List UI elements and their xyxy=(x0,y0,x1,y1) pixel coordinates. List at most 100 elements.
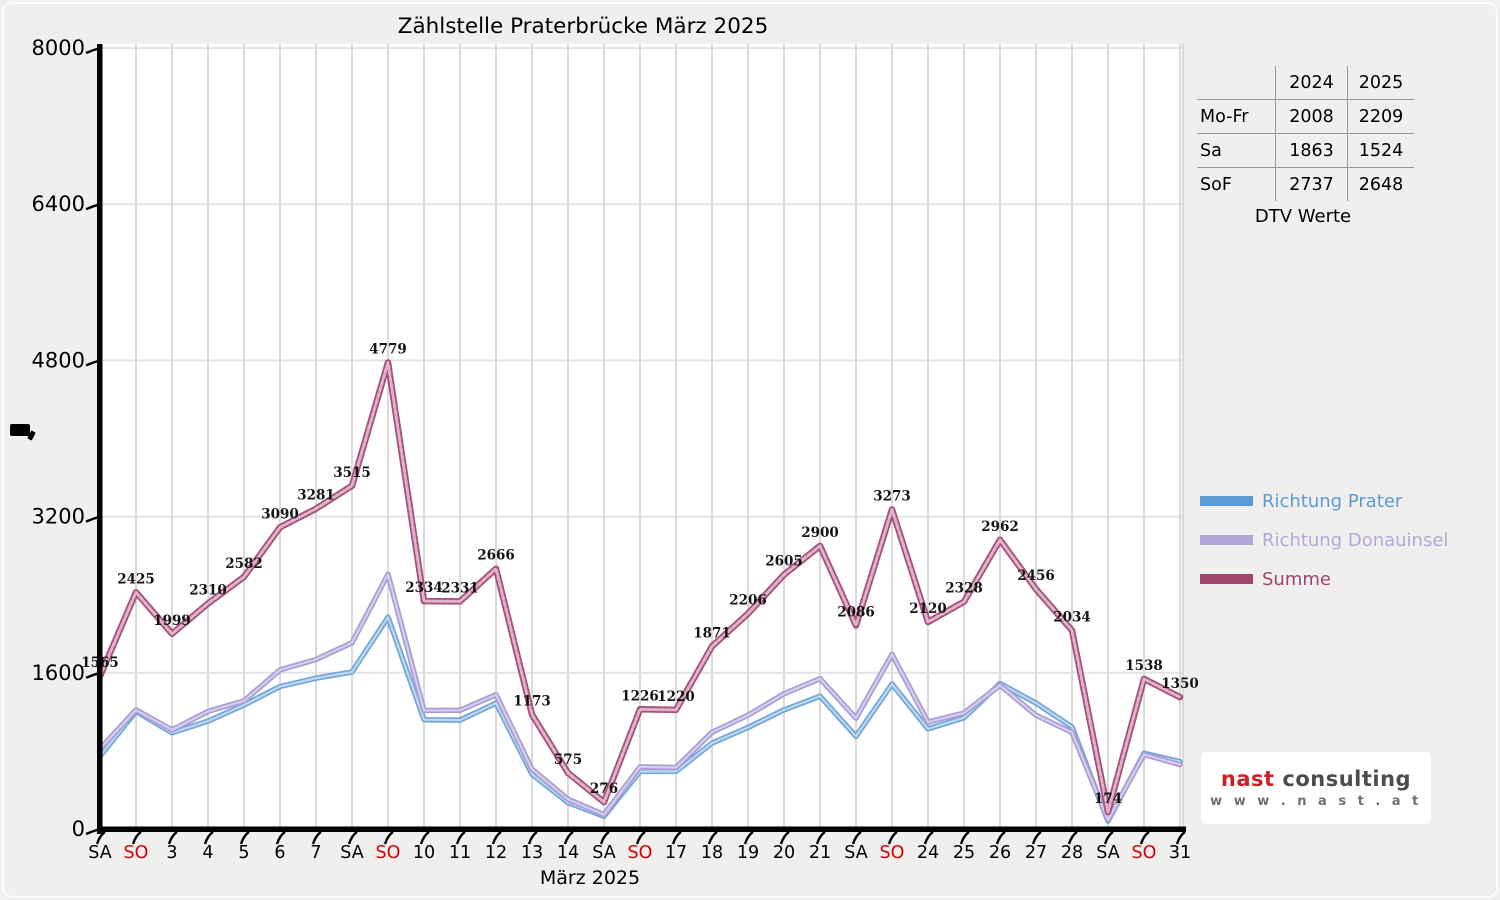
data-labels-summe: 1565242519992310258230903281351547792334… xyxy=(81,342,1199,808)
table-row: 2024 2025 xyxy=(1197,66,1414,100)
logo-brand-primary: nast xyxy=(1220,767,1275,791)
data-label: 3090 xyxy=(261,506,299,522)
data-label: 1226 xyxy=(621,688,659,704)
data-label: 1220 xyxy=(657,689,695,705)
x-tick-label: 11 xyxy=(449,843,471,863)
data-label: 2034 xyxy=(1053,609,1091,625)
data-label: 3281 xyxy=(297,488,335,504)
x-tick-label: 17 xyxy=(665,843,687,863)
cell-value: 1524 xyxy=(1347,133,1414,168)
x-tick-label: SO xyxy=(376,843,401,863)
x-tick-label: 19 xyxy=(737,843,759,863)
x-tick-label: 7 xyxy=(310,843,321,863)
table-corner-cell xyxy=(1197,66,1276,100)
x-axis-line xyxy=(97,826,1186,832)
x-tick-label: 21 xyxy=(809,843,831,863)
series-richtung-donauinsel xyxy=(97,571,1183,823)
data-label: 1871 xyxy=(693,625,731,641)
dtv-table-caption: DTV Werte xyxy=(1254,206,1352,227)
row-label: SoF xyxy=(1197,167,1276,201)
y-tick-label: 3200 xyxy=(32,505,85,529)
legend-item-richtung-donauinsel: Richtung Donauinsel xyxy=(1200,529,1449,551)
dtv-table-container: 2024 2025 Mo-Fr 2008 2209 Sa 1863 1524 S… xyxy=(1197,66,1414,227)
x-tick-label: 20 xyxy=(773,843,795,863)
legend-label: Summe xyxy=(1262,568,1331,590)
row-label: Mo-Fr xyxy=(1197,99,1276,134)
data-label: 2331 xyxy=(441,580,479,596)
legend-swatch-donauinsel xyxy=(1200,535,1253,545)
y-tick-label: 6400 xyxy=(32,192,85,216)
x-tick-label: 6 xyxy=(274,843,285,863)
x-tick-label: SA xyxy=(88,843,111,863)
data-label: 2425 xyxy=(117,571,155,587)
data-label: 2900 xyxy=(801,525,839,541)
data-label: 2962 xyxy=(981,519,1019,535)
x-tick-label: 12 xyxy=(485,843,507,863)
legend-label: Richtung Donauinsel xyxy=(1262,529,1449,551)
data-label: 1999 xyxy=(153,613,191,629)
cell-value: 2737 xyxy=(1275,167,1348,201)
data-label: 2605 xyxy=(765,554,803,570)
cell-value: 2209 xyxy=(1347,99,1414,134)
data-label: 276 xyxy=(590,781,618,797)
y-axis-title-artifact xyxy=(10,424,30,436)
nast-consulting-logo: nast consulting w w w . n a s t . a t xyxy=(1201,752,1431,824)
table-row: Mo-Fr 2008 2209 xyxy=(1197,99,1414,134)
data-label: 2328 xyxy=(945,581,983,597)
logo-brand-secondary: consulting xyxy=(1282,767,1412,791)
logo-wordmark: nast consulting xyxy=(1221,767,1411,791)
y-tick-label: 8000 xyxy=(32,36,85,60)
data-label: 1538 xyxy=(1125,658,1163,674)
x-tick-labels: SA SO 3 4 5 6 7 SA SO 10 11 12 13 14 SA SO 17 18 19 20 21 SA S… xyxy=(88,843,1191,863)
axes xyxy=(97,44,1186,834)
y-axis-line xyxy=(97,44,103,834)
x-tick-label: 24 xyxy=(917,843,939,863)
x-tick-label: SA xyxy=(340,843,363,863)
data-label: 174 xyxy=(1094,791,1122,807)
x-tick-label: SA xyxy=(592,843,615,863)
chart-title: Zählstelle Praterbrücke März 2025 xyxy=(397,14,769,39)
data-label: 2666 xyxy=(477,548,515,564)
x-tick-label: 28 xyxy=(1061,843,1083,863)
table-row: Sa 1863 1524 xyxy=(1197,133,1414,168)
x-axis-title: März 2025 xyxy=(540,867,640,889)
x-tick-label: SA xyxy=(844,843,867,863)
data-label: 575 xyxy=(554,752,582,768)
legend-swatch-summe xyxy=(1200,574,1253,584)
table-row: SoF 2737 2648 xyxy=(1197,167,1414,201)
x-tick-label: SO xyxy=(880,843,905,863)
data-label: 2582 xyxy=(225,556,263,572)
row-label: Sa xyxy=(1197,133,1276,168)
data-label: 3515 xyxy=(333,465,371,481)
y-tick-label: 0 xyxy=(72,817,85,841)
legend-label: Richtung Prater xyxy=(1262,490,1403,512)
y-tick-label: 1600 xyxy=(32,661,85,685)
data-label: 2456 xyxy=(1017,568,1055,584)
axis-ticks xyxy=(85,46,1186,845)
logo-url: w w w . n a s t . a t xyxy=(1210,794,1422,809)
x-tick-label: 25 xyxy=(953,843,975,863)
x-tick-label: 10 xyxy=(413,843,435,863)
x-tick-label: 5 xyxy=(238,843,249,863)
x-tick-label: 13 xyxy=(521,843,543,863)
x-tick-label: SA xyxy=(1096,843,1119,863)
data-label: 3273 xyxy=(873,489,911,505)
legend-swatch-prater xyxy=(1200,496,1253,506)
cell-value: 2008 xyxy=(1275,99,1348,134)
y-tick-labels: 0 1600 3200 4800 6400 8000 xyxy=(32,36,85,841)
data-label: 4779 xyxy=(369,342,407,358)
x-tick-label: SO xyxy=(1132,843,1157,863)
x-tick-label: 14 xyxy=(557,843,579,863)
x-tick-label: SO xyxy=(628,843,653,863)
data-label: 2206 xyxy=(729,593,767,609)
x-tick-label: SO xyxy=(124,843,149,863)
series-summe xyxy=(96,359,1184,816)
data-label: 1173 xyxy=(513,694,551,710)
gridlines xyxy=(100,44,1184,829)
data-label: 2086 xyxy=(837,604,875,620)
legend-item-summe: Summe xyxy=(1200,568,1448,590)
table-header-2024: 2024 xyxy=(1275,66,1348,100)
cell-value: 2648 xyxy=(1358,174,1404,195)
data-label: 2310 xyxy=(189,583,227,599)
